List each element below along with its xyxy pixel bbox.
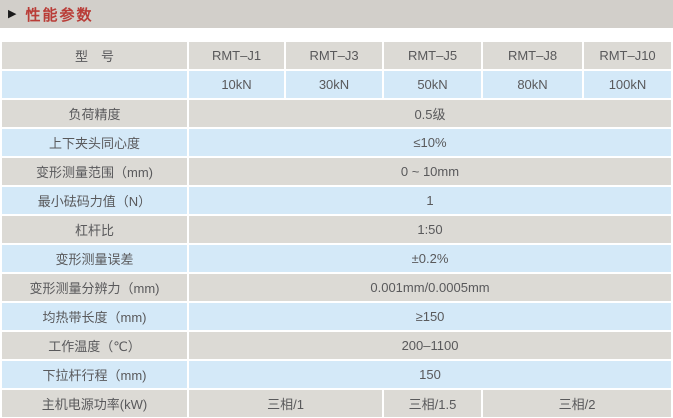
row-label: 杠杆比	[2, 216, 187, 243]
model-name: RMT–J5	[384, 42, 481, 69]
row-value: ≤10%	[189, 129, 671, 156]
row-label: 工作温度（℃）	[2, 332, 187, 359]
row-value: 0.5级	[189, 100, 671, 127]
spec-table-wrapper: 型 号 RMT–J1 RMT–J3 RMT–J5 RMT–J8 RMT–J10 …	[0, 40, 673, 418]
table-row-spec: 负荷精度 0.5级	[2, 100, 671, 127]
capacity-value: 10kN	[189, 71, 284, 98]
row-label: 下拉杆行程（mm)	[2, 361, 187, 388]
row-value: 0.001mm/0.0005mm	[189, 274, 671, 301]
power-value: 三相/2	[483, 390, 671, 417]
row-label: 变形测量误差	[2, 245, 187, 272]
row-label: 上下夹头同心度	[2, 129, 187, 156]
row-value: 200–1100	[189, 332, 671, 359]
table-row-spec: 均热带长度（mm) ≥150	[2, 303, 671, 330]
triangle-bullet-icon: ▶	[8, 7, 17, 20]
table-row-capacity: 10kN 30kN 50kN 80kN 100kN	[2, 71, 671, 98]
row-value: 0 ~ 10mm	[189, 158, 671, 185]
model-name: RMT–J8	[483, 42, 582, 69]
row-label-power: 主机电源功率(kW)	[2, 390, 187, 417]
table-row-spec: 下拉杆行程（mm) 150	[2, 361, 671, 388]
table-row-spec: 变形测量分辨力（mm) 0.001mm/0.0005mm	[2, 274, 671, 301]
capacity-value: 50kN	[384, 71, 481, 98]
capacity-value: 100kN	[584, 71, 671, 98]
row-label-model: 型 号	[2, 42, 187, 69]
model-name: RMT–J10	[584, 42, 671, 69]
section-title: 性能参数	[25, 6, 94, 24]
model-name: RMT–J1	[189, 42, 284, 69]
row-value: 1:50	[189, 216, 671, 243]
row-value: 150	[189, 361, 671, 388]
capacity-value: 30kN	[286, 71, 382, 98]
power-value: 三相/1	[189, 390, 382, 417]
row-value: 1	[189, 187, 671, 214]
row-label-capacity	[2, 71, 187, 98]
row-label: 均热带长度（mm)	[2, 303, 187, 330]
capacity-value: 80kN	[483, 71, 582, 98]
spec-table: 型 号 RMT–J1 RMT–J3 RMT–J5 RMT–J8 RMT–J10 …	[0, 40, 673, 418]
table-row-spec: 最小砝码力值（N） 1	[2, 187, 671, 214]
model-name: RMT–J3	[286, 42, 382, 69]
table-row-spec: 上下夹头同心度 ≤10%	[2, 129, 671, 156]
table-row-spec: 工作温度（℃） 200–1100	[2, 332, 671, 359]
table-row-spec: 杠杆比 1:50	[2, 216, 671, 243]
table-row-spec: 变形测量范围（mm) 0 ~ 10mm	[2, 158, 671, 185]
table-row-model: 型 号 RMT–J1 RMT–J3 RMT–J5 RMT–J8 RMT–J10	[2, 42, 671, 69]
row-label: 最小砝码力值（N）	[2, 187, 187, 214]
row-label: 变形测量范围（mm)	[2, 158, 187, 185]
row-label: 变形测量分辨力（mm)	[2, 274, 187, 301]
table-row-power: 主机电源功率(kW) 三相/1 三相/1.5 三相/2	[2, 390, 671, 417]
section-title-bar: ▶ 性能参数	[0, 0, 673, 28]
row-label: 负荷精度	[2, 100, 187, 127]
table-row-spec: 变形测量误差 ±0.2%	[2, 245, 671, 272]
row-value: ±0.2%	[189, 245, 671, 272]
row-value: ≥150	[189, 303, 671, 330]
power-value: 三相/1.5	[384, 390, 481, 417]
